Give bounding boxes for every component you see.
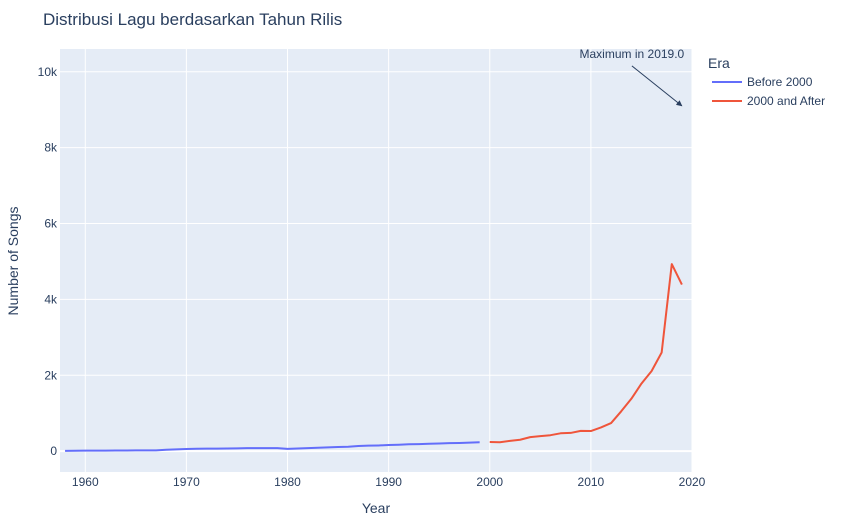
legend-label: 2000 and After: [747, 94, 825, 108]
series-lines: [65, 263, 683, 452]
legend[interactable]: Era Before 2000 2000 and After: [708, 55, 825, 108]
grid: [60, 49, 693, 472]
x-tick-label: 1970: [173, 475, 200, 489]
x-tick-label: 2020: [679, 475, 706, 489]
x-axis-ticks: 1960 1970 1980 1990 2000 2010 2020: [72, 475, 706, 489]
legend-label: Before 2000: [747, 75, 813, 89]
x-tick-label: 1960: [72, 475, 99, 489]
annotation: Maximum in 2019.0: [580, 47, 685, 107]
y-tick-label: 0: [50, 444, 57, 458]
y-tick-label: 6k: [44, 217, 58, 231]
x-tick-label: 1980: [274, 475, 301, 489]
y-tick-label: 2k: [44, 368, 58, 382]
annotation-label: Maximum in 2019.0: [580, 47, 685, 61]
plot-area: [60, 49, 692, 472]
x-tick-label: 2000: [476, 475, 503, 489]
legend-item[interactable]: Before 2000: [712, 75, 813, 89]
series-line[interactable]: [65, 441, 480, 452]
x-axis-title: Year: [362, 500, 391, 516]
y-axis-ticks: 0 2k 4k 6k 8k 10k: [38, 65, 58, 458]
y-tick-label: 10k: [38, 65, 58, 79]
series-line[interactable]: [489, 263, 683, 444]
legend-title: Era: [708, 55, 730, 71]
annotation-arrow: [631, 65, 683, 107]
x-tick-label: 1990: [375, 475, 402, 489]
chart-title: Distribusi Lagu berdasarkan Tahun Rilis: [43, 10, 342, 29]
y-axis-title: Number of Songs: [5, 207, 21, 316]
x-tick-label: 2010: [578, 475, 605, 489]
y-tick-label: 8k: [44, 141, 58, 155]
y-tick-label: 4k: [44, 292, 58, 306]
legend-item[interactable]: 2000 and After: [712, 94, 825, 108]
